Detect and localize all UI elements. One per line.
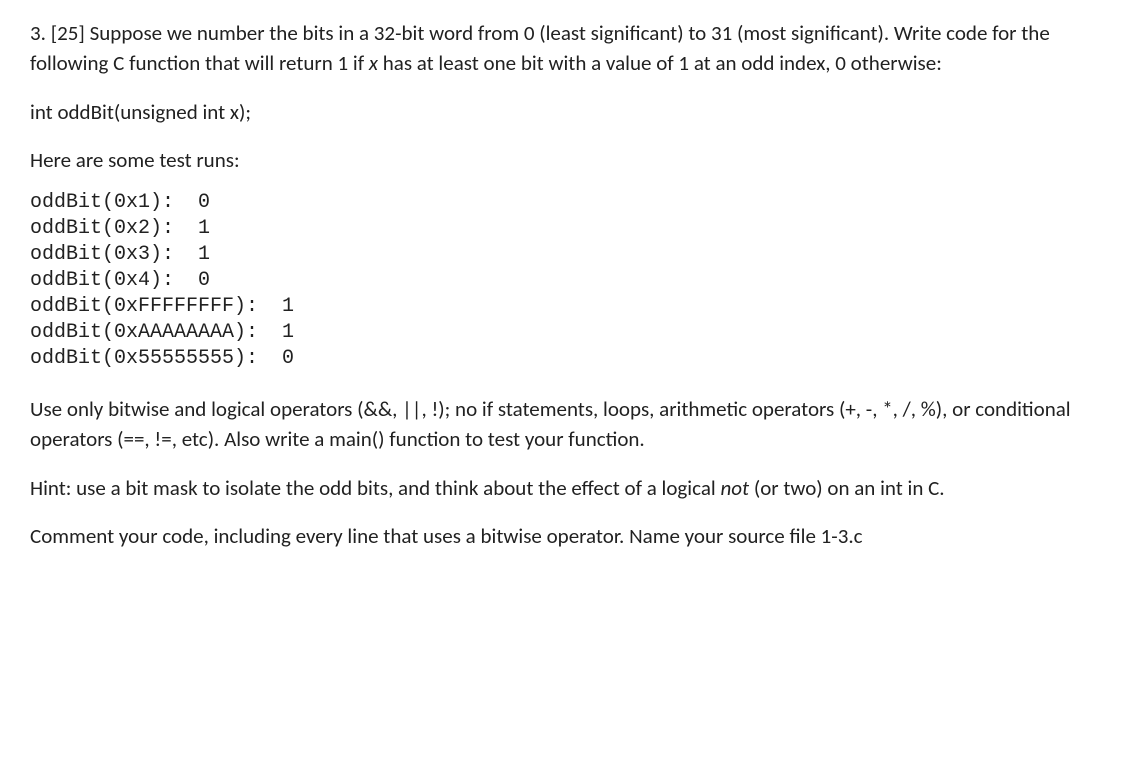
hint-not: not	[720, 475, 749, 501]
constraints: Use only bitwise and logical operators (…	[30, 394, 1106, 455]
test-run-line: oddBit(0x4): 0	[30, 269, 210, 292]
question-number: 3.	[30, 20, 46, 46]
test-runs-block: oddBit(0x1): 0 oddBit(0x2): 1 oddBit(0x3…	[30, 190, 1106, 372]
test-run-line: oddBit(0x2): 1	[30, 217, 210, 240]
intro-text-b: has at least one bit with a value of 1 a…	[378, 50, 942, 76]
test-runs-header: Here are some test runs:	[30, 145, 1106, 175]
test-run-line: oddBit(0xFFFFFFFF): 1	[30, 295, 294, 318]
hint-text-a: Hint: use a bit mask to isolate the odd …	[30, 475, 720, 501]
function-signature: int oddBit(unsigned int x);	[30, 97, 1106, 127]
test-run-line: oddBit(0xAAAAAAAA): 1	[30, 321, 294, 344]
closing: Comment your code, including every line …	[30, 521, 1106, 551]
intro-var-x: x	[369, 50, 378, 76]
question-points: [25]	[51, 20, 85, 46]
test-run-line: oddBit(0x3): 1	[30, 243, 210, 266]
hint-text-b: (or two) on an int in C.	[749, 475, 945, 501]
hint: Hint: use a bit mask to isolate the odd …	[30, 473, 1106, 503]
test-run-line: oddBit(0x55555555): 0	[30, 347, 294, 370]
question-intro: 3. [25] Suppose we number the bits in a …	[30, 18, 1106, 79]
test-run-line: oddBit(0x1): 0	[30, 191, 210, 214]
